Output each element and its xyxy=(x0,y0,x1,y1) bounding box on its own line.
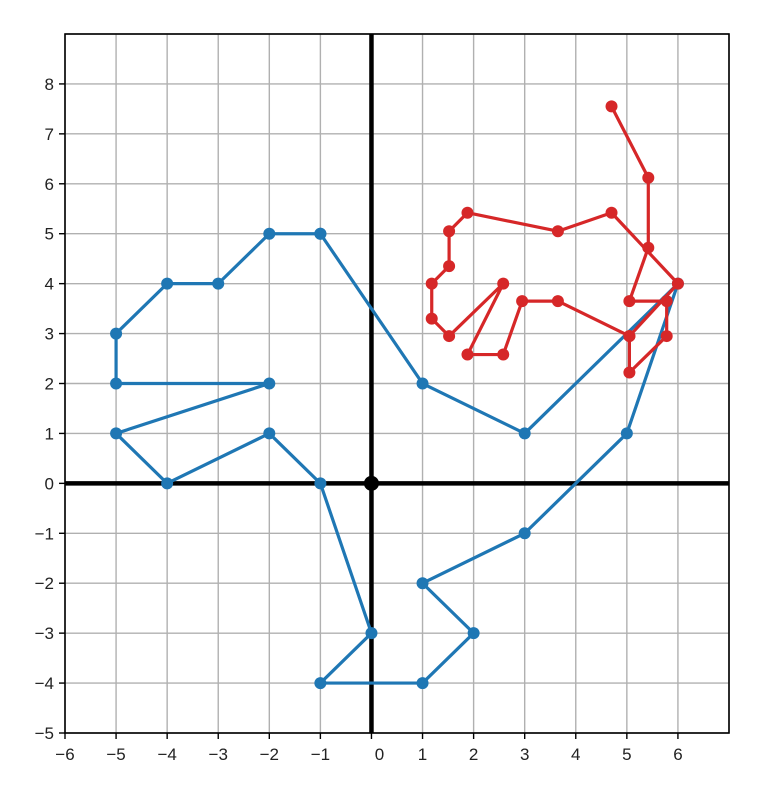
series-1-point xyxy=(110,427,123,440)
y-tick-label: 8 xyxy=(45,75,54,94)
series-1-point xyxy=(416,677,429,690)
series-2-point xyxy=(443,225,456,238)
y-tick-label: 4 xyxy=(45,275,54,294)
y-tick-label: 6 xyxy=(45,175,54,194)
series-2-line xyxy=(430,104,680,375)
y-tick-label: −1 xyxy=(35,524,54,543)
series-2-point xyxy=(660,330,673,343)
series-1-point xyxy=(314,227,327,240)
series-group xyxy=(110,100,684,690)
x-tick-label: 3 xyxy=(520,745,529,764)
series-2-point xyxy=(497,348,510,361)
series-2-point xyxy=(671,277,684,290)
series-1-line xyxy=(114,232,680,685)
series-1-point xyxy=(620,427,633,440)
series-1-point xyxy=(416,577,429,590)
x-tick-label: −1 xyxy=(311,745,330,764)
x-tick-label: 0 xyxy=(375,745,384,764)
x-tick-label: −3 xyxy=(209,745,228,764)
series-2-point xyxy=(461,206,474,219)
x-tick-label: −4 xyxy=(157,745,176,764)
plot-frame xyxy=(64,33,730,734)
series-2-point xyxy=(461,348,474,361)
series-2-point xyxy=(623,295,636,308)
series-1-point xyxy=(263,427,276,440)
series-2-point xyxy=(443,260,456,273)
series-2-point xyxy=(605,100,618,113)
series-2-point xyxy=(551,225,564,238)
x-tick-label: −2 xyxy=(260,745,279,764)
series-1-point xyxy=(314,677,327,690)
series-1-point xyxy=(416,377,429,390)
series-2-point xyxy=(642,171,655,184)
series-1-point xyxy=(110,377,123,390)
y-tick-label: −5 xyxy=(35,724,54,743)
series-1-point xyxy=(365,627,378,640)
series-2-point xyxy=(516,295,529,308)
y-tick-label: 2 xyxy=(45,375,54,394)
x-tick-label: −6 xyxy=(55,745,74,764)
series-2-point xyxy=(425,277,438,290)
y-tick-label: 0 xyxy=(45,474,54,493)
series-2-point xyxy=(605,206,618,219)
series-1-point xyxy=(518,427,531,440)
series-1-point xyxy=(263,377,276,390)
series-2-point xyxy=(443,330,456,343)
x-tick-label: 2 xyxy=(469,745,478,764)
series-2-point xyxy=(623,330,636,343)
x-tick-label: 1 xyxy=(418,745,427,764)
origin-point xyxy=(363,475,379,491)
series-1-point xyxy=(161,477,174,490)
series-2-point xyxy=(642,241,655,254)
y-tick-label: 3 xyxy=(45,325,54,344)
y-tick-label: 1 xyxy=(45,424,54,443)
y-tick-label: 5 xyxy=(45,225,54,244)
x-tick-label: 5 xyxy=(622,745,631,764)
series-2-point xyxy=(497,277,510,290)
y-tick-label: −4 xyxy=(35,674,54,693)
series-1-point xyxy=(161,277,174,290)
x-tick-label: 6 xyxy=(673,745,682,764)
series-1-point xyxy=(518,527,531,540)
y-tick-label: 7 xyxy=(45,125,54,144)
series-2-point xyxy=(425,312,438,325)
y-tick-label: −3 xyxy=(35,624,54,643)
series-1-point xyxy=(314,477,327,490)
axes xyxy=(65,34,729,733)
series-2-point xyxy=(551,295,564,308)
series-1-point xyxy=(110,327,123,340)
x-tick-label: 4 xyxy=(571,745,580,764)
series-2-point xyxy=(660,295,673,308)
x-tick-label: −5 xyxy=(106,745,125,764)
y-tick-label: −2 xyxy=(35,574,54,593)
series-1-point xyxy=(467,627,480,640)
series-2-point xyxy=(623,366,636,379)
series-1-point xyxy=(263,227,276,240)
series-1-point xyxy=(212,277,225,290)
